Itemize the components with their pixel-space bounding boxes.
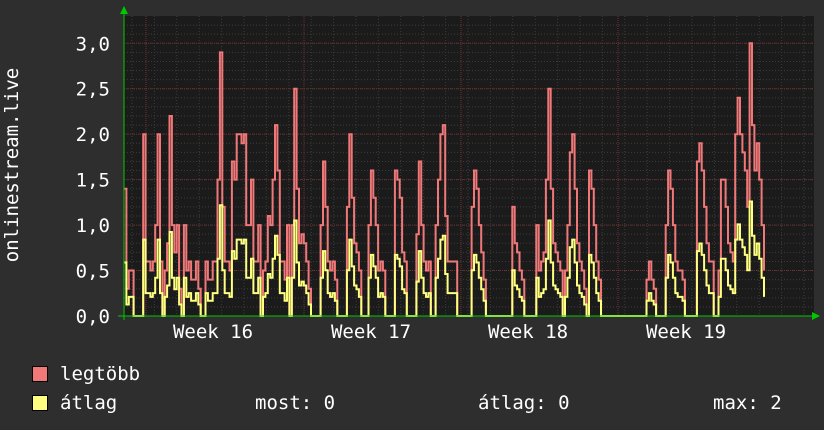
y-tick-label: 2,5 [76,79,110,101]
legend-swatch-atlag [32,395,48,411]
stat-atlag: átlag: 0 [478,392,570,414]
x-tick-label: Week 17 [331,321,411,343]
x-tick-label: Week 18 [488,321,568,343]
plot-background [124,16,814,316]
x-tick-label: Week 16 [173,321,253,343]
legend-item-atlag: átlag [32,391,117,415]
stat-most: most: 0 [255,392,336,414]
y-tick-label: 1,0 [76,215,110,237]
x-axis-arrow [812,312,820,320]
stat-max: max: 2 [713,392,782,414]
y-tick-labels: 0,0 0,5 1,0 1,5 2,0 2,5 3,0 [76,33,110,328]
x-tick-labels: Week 16 Week 17 Week 18 Week 19 [173,321,726,343]
y-tick-label: 0,5 [76,261,110,283]
y-tick-label: 3,0 [76,33,110,55]
y-tick-label: 0,0 [76,306,110,328]
y-axis-arrow [120,6,128,14]
legend-item-legtobb: legtöbb [32,362,140,386]
y-tick-label: 1,5 [76,170,110,192]
y-axis-label: onlinestream.live [1,68,23,262]
x-tick-label: Week 19 [646,321,726,343]
legend-swatch-legtobb [32,366,48,382]
legend-label-legtobb: legtöbb [60,363,141,385]
y-tick-label: 2,0 [76,124,110,146]
legend-label-atlag: átlag [60,392,118,414]
grid [124,16,814,316]
